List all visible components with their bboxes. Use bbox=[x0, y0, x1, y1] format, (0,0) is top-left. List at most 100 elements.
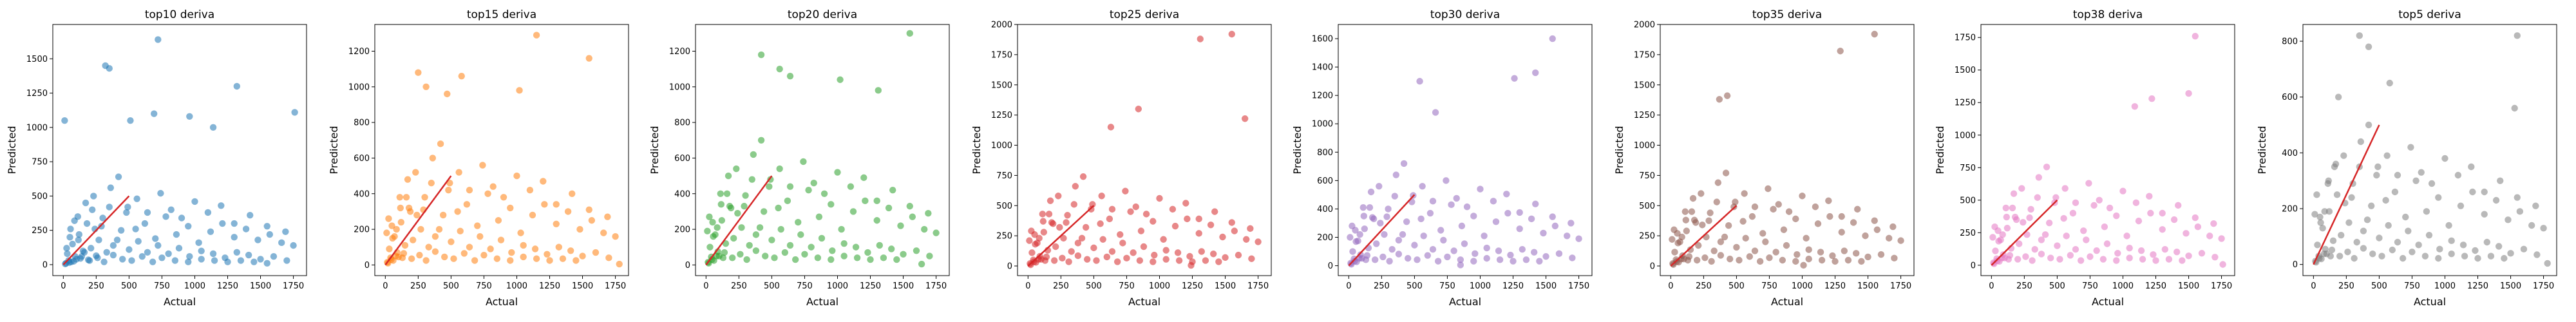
x-axis-label: Actual bbox=[1771, 296, 1803, 308]
data-point bbox=[1678, 233, 1685, 241]
data-point bbox=[1783, 242, 1790, 249]
data-point bbox=[233, 82, 241, 90]
data-point bbox=[1671, 226, 1678, 233]
data-point bbox=[1074, 252, 1082, 260]
axes-frame bbox=[695, 24, 950, 276]
data-point bbox=[1046, 197, 1054, 204]
data-point bbox=[397, 204, 404, 212]
x-tick-label: 1500 bbox=[1535, 281, 1557, 291]
data-point bbox=[479, 162, 486, 169]
axes-frame bbox=[374, 24, 629, 276]
data-point bbox=[829, 247, 836, 254]
data-point bbox=[828, 256, 835, 263]
data-point bbox=[1174, 249, 1182, 256]
data-point bbox=[2012, 216, 2020, 223]
data-point bbox=[1736, 256, 1743, 264]
data-point bbox=[195, 239, 202, 247]
data-point bbox=[1555, 250, 1563, 258]
data-point bbox=[786, 73, 794, 80]
data-point bbox=[1564, 232, 1571, 240]
data-point bbox=[2469, 188, 2476, 196]
data-point bbox=[2474, 254, 2481, 262]
data-point bbox=[520, 242, 527, 249]
data-point bbox=[1688, 208, 1696, 215]
data-point bbox=[2192, 32, 2199, 40]
x-axis-label: Actual bbox=[1449, 296, 1481, 308]
data-point bbox=[1150, 258, 1157, 265]
data-point bbox=[471, 257, 478, 264]
data-point bbox=[713, 252, 720, 260]
data-point bbox=[484, 190, 491, 197]
data-point bbox=[1063, 219, 1070, 226]
data-point bbox=[263, 223, 270, 230]
data-point bbox=[2114, 250, 2121, 257]
data-point bbox=[1722, 169, 1730, 176]
fit-line bbox=[1348, 194, 1416, 267]
x-tick-label: 250 bbox=[1053, 281, 1069, 291]
y-axis-label: Predicted bbox=[1934, 126, 1946, 174]
data-point bbox=[1794, 251, 1801, 258]
data-point bbox=[399, 254, 406, 261]
y-tick-label: 500 bbox=[996, 202, 1012, 211]
data-point bbox=[2492, 196, 2500, 204]
data-point bbox=[224, 258, 231, 265]
data-point bbox=[2394, 171, 2401, 179]
data-point bbox=[1417, 215, 1425, 223]
data-point bbox=[717, 190, 724, 197]
y-tick-label: 200 bbox=[1317, 233, 1333, 243]
data-point bbox=[1800, 261, 1807, 269]
x-tick-label: 500 bbox=[1728, 281, 1745, 291]
x-tick-label: 1500 bbox=[1857, 281, 1879, 291]
data-point bbox=[247, 212, 254, 219]
data-point bbox=[2360, 227, 2367, 234]
data-point bbox=[1838, 229, 1845, 236]
data-point bbox=[1516, 209, 1523, 216]
data-point bbox=[2137, 247, 2145, 254]
scatter-points bbox=[1669, 30, 1904, 269]
data-point bbox=[1772, 249, 1779, 256]
data-point bbox=[1082, 223, 1090, 231]
data-point bbox=[2173, 249, 2181, 256]
data-point bbox=[2061, 185, 2069, 192]
data-point bbox=[1083, 256, 1091, 263]
x-tick-label: 0 bbox=[2311, 281, 2316, 291]
data-point bbox=[410, 236, 417, 243]
y-tick-label: 1600 bbox=[1312, 35, 1333, 44]
data-point bbox=[2418, 169, 2425, 176]
data-point bbox=[918, 260, 925, 268]
y-tick-label: 600 bbox=[674, 154, 690, 164]
data-point bbox=[1188, 261, 1195, 269]
data-point bbox=[2436, 245, 2443, 253]
data-point bbox=[115, 173, 122, 180]
data-point bbox=[864, 249, 871, 256]
data-point bbox=[546, 257, 553, 264]
y-tick-label: 1400 bbox=[1312, 63, 1333, 73]
data-point bbox=[1695, 242, 1702, 249]
data-point bbox=[1362, 256, 1370, 263]
x-tick-label: 500 bbox=[2049, 281, 2065, 291]
data-point bbox=[1458, 222, 1466, 230]
data-point bbox=[909, 213, 916, 220]
data-point bbox=[1707, 209, 1714, 216]
data-point bbox=[185, 258, 192, 265]
x-tick-label: 0 bbox=[1668, 281, 1673, 291]
data-point bbox=[2314, 242, 2321, 249]
data-point bbox=[1078, 234, 1086, 242]
panel-6: top38 deriva 0 250 500 750 1000 1250 1500 1750 0 2… bbox=[1934, 8, 2235, 308]
data-point bbox=[1108, 248, 1116, 255]
data-point bbox=[1510, 258, 1517, 265]
y-tick-label: 1250 bbox=[1955, 99, 1976, 108]
data-point bbox=[1209, 251, 1217, 258]
panel-title: top5 deriva bbox=[2398, 8, 2461, 21]
data-point bbox=[553, 220, 560, 227]
data-point bbox=[1503, 191, 1510, 198]
data-point bbox=[1135, 106, 1142, 113]
data-point bbox=[383, 229, 390, 236]
data-point bbox=[1877, 251, 1885, 258]
x-tick-label: 750 bbox=[2082, 281, 2098, 291]
y-tick-label: 500 bbox=[1960, 196, 1976, 205]
data-point bbox=[1054, 0, 1060, 3]
data-point bbox=[732, 0, 738, 3]
data-point bbox=[431, 232, 439, 240]
data-point bbox=[805, 187, 812, 194]
